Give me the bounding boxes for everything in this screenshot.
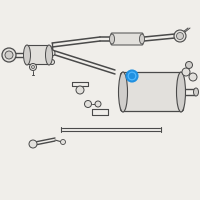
Circle shape [50,60,54,64]
Ellipse shape [118,72,128,112]
Circle shape [84,100,92,108]
FancyBboxPatch shape [111,33,143,45]
Ellipse shape [194,88,198,96]
Ellipse shape [24,45,30,65]
Circle shape [177,32,184,40]
Circle shape [60,140,66,144]
Circle shape [174,30,186,42]
Circle shape [130,73,134,78]
Circle shape [76,86,84,94]
Circle shape [2,48,16,62]
Circle shape [182,68,190,76]
FancyBboxPatch shape [120,72,184,112]
Circle shape [95,101,101,107]
Circle shape [29,140,37,148]
Ellipse shape [110,34,114,44]
FancyBboxPatch shape [26,46,50,64]
Circle shape [32,66,35,68]
Circle shape [186,62,192,68]
Ellipse shape [177,72,186,112]
Ellipse shape [140,34,144,44]
Circle shape [30,64,36,71]
Ellipse shape [46,45,52,65]
Circle shape [5,51,13,59]
Circle shape [49,50,55,56]
Circle shape [127,71,138,82]
Circle shape [189,73,197,81]
